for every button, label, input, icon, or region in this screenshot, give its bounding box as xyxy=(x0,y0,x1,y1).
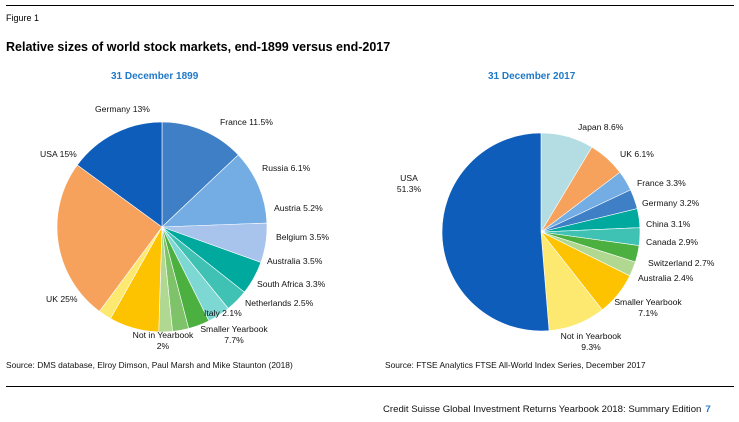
pie-2017-slice-label: Not in Yearbook 9.3% xyxy=(561,331,622,352)
pie-1899: Germany 13% France 11.5% Russia 6.1% Austri… xyxy=(40,104,329,351)
pie-1899-title: 31 December 1899 xyxy=(111,71,199,82)
pie-1899-slice-label: Russia 6.1% xyxy=(262,163,311,173)
pie-2017-slice-label: Germany 3.2% xyxy=(642,198,700,208)
pie-1899-slice-label: Italy 2.1% xyxy=(204,308,242,318)
pie-1899-slice-label: Belgium 3.5% xyxy=(276,232,329,242)
bottom-rule xyxy=(6,386,734,387)
pie-2017-slice-label: France 3.3% xyxy=(637,178,686,188)
footer-text: Credit Suisse Global Investment Returns … xyxy=(383,404,702,415)
pie-2017-slice-label: Japan 8.6% xyxy=(578,122,624,132)
pie-1899-slice-label: USA 15% xyxy=(40,149,77,159)
pie-2017-slice-label: Smaller Yearbook 7.1% xyxy=(614,297,682,318)
pie-1899-slice-label: Australia 3.5% xyxy=(267,256,323,266)
pie-1899-slice xyxy=(76,121,163,228)
pie-1899-slice-label: Smaller Yearbook 7.7% xyxy=(200,324,268,345)
pie-1899-slice-label: South Africa 3.3% xyxy=(257,279,326,289)
pie-2017-slice-label: Australia 2.4% xyxy=(638,273,694,283)
source-1899: Source: DMS database, Elroy Dimson, Paul… xyxy=(6,360,293,370)
pie-2017-slice-label: UK 6.1% xyxy=(620,149,654,159)
pie-1899-slice-label: UK 25% xyxy=(46,294,78,304)
pie-1899-slice-label: Netherlands 2.5% xyxy=(245,298,314,308)
figure-label: Figure 1 xyxy=(6,13,40,23)
pie-1899-slice-label: France 11.5% xyxy=(220,117,273,127)
pie-1899-slice xyxy=(161,121,239,228)
pie-1899-slice xyxy=(56,164,163,312)
pie-2017-slice-label: USA 51.3% xyxy=(397,173,422,194)
pie-2017-title: 31 December 2017 xyxy=(488,71,576,82)
pie-2017-slice-label: Canada 2.9% xyxy=(646,237,698,247)
source-2017: Source: FTSE Analytics FTSE All-World In… xyxy=(385,360,646,370)
pie-2017-slice-label: China 3.1% xyxy=(646,219,691,229)
pie-1899-slice xyxy=(161,154,268,228)
figure-title: Relative sizes of world stock markets, e… xyxy=(6,40,391,54)
pie-2017-slice-label: Switzerland 2.7% xyxy=(648,258,715,268)
pie-1899-slice-label: Austria 5.2% xyxy=(274,203,323,213)
footer-page-number: 7 xyxy=(705,404,711,415)
footer: Credit Suisse Global Investment Returns … xyxy=(383,404,711,415)
top-rule xyxy=(6,5,734,6)
pie-2017: Japan 8.6% UK 6.1% France 3.3% Germany 3.2%… xyxy=(397,122,715,352)
pie-1899-slice-label: Germany 13% xyxy=(95,104,150,114)
pie-1899-slice-label: Not in Yearbook 2% xyxy=(133,330,194,351)
pie-2017-slice xyxy=(441,132,550,332)
